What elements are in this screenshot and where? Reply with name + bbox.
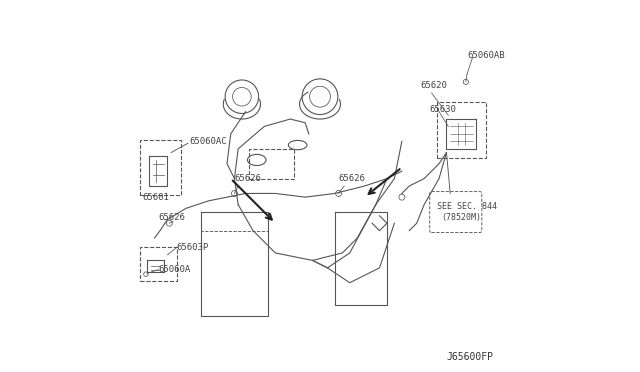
Text: 65630: 65630 (429, 105, 456, 114)
Text: 65060AB: 65060AB (467, 51, 504, 60)
Bar (250, 149, 294, 179)
Text: 65626: 65626 (339, 174, 365, 183)
Text: 65626: 65626 (158, 213, 185, 222)
Text: 65603P: 65603P (177, 243, 209, 252)
Text: (78520M): (78520M) (441, 213, 481, 222)
Text: 65601: 65601 (142, 193, 169, 202)
Text: 65620: 65620 (420, 81, 447, 90)
Text: 65060AC: 65060AC (189, 137, 227, 146)
Text: J65600FP: J65600FP (447, 352, 493, 362)
Text: 65626: 65626 (234, 174, 261, 183)
Bar (335, 212, 387, 305)
Text: 65060A: 65060A (158, 265, 191, 274)
Bar (201, 231, 268, 316)
Text: SEE SEC. 844: SEE SEC. 844 (437, 202, 497, 211)
